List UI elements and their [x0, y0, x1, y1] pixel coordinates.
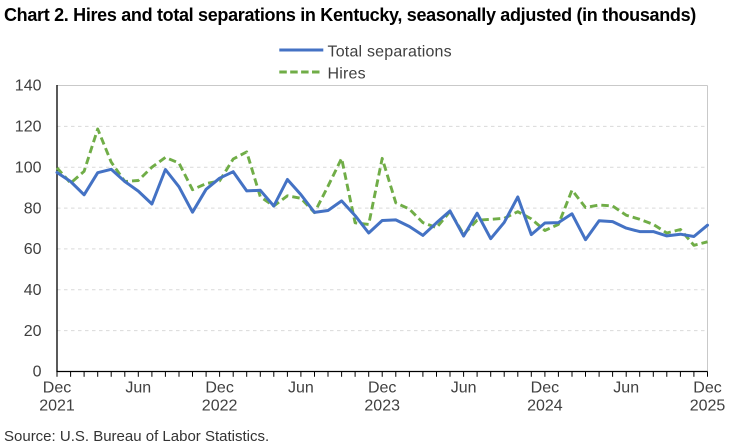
svg-text:2024: 2024 — [527, 398, 563, 415]
svg-text:Dec: Dec — [531, 380, 559, 397]
svg-text:Jun: Jun — [613, 380, 639, 397]
svg-text:Dec: Dec — [693, 380, 721, 397]
svg-text:100: 100 — [15, 159, 42, 176]
svg-text:Hires: Hires — [328, 66, 366, 83]
svg-text:Chart 2. Hires and total separ: Chart 2. Hires and total separations in … — [4, 5, 696, 25]
svg-text:120: 120 — [15, 119, 42, 136]
svg-text:20: 20 — [24, 323, 42, 340]
svg-text:Dec: Dec — [368, 380, 396, 397]
svg-text:Dec: Dec — [205, 380, 233, 397]
svg-text:Jun: Jun — [451, 380, 477, 397]
svg-text:2022: 2022 — [202, 398, 238, 415]
svg-text:Dec: Dec — [43, 380, 71, 397]
svg-text:Total separations: Total separations — [328, 44, 452, 61]
svg-text:2021: 2021 — [39, 398, 75, 415]
svg-text:0: 0 — [33, 364, 42, 381]
svg-text:80: 80 — [24, 200, 42, 217]
svg-text:2025: 2025 — [690, 398, 726, 415]
svg-text:Jun: Jun — [288, 380, 314, 397]
svg-text:Jun: Jun — [125, 380, 151, 397]
svg-text:60: 60 — [24, 241, 42, 258]
svg-text:40: 40 — [24, 282, 42, 299]
svg-text:Source: U.S. Bureau of Labor S: Source: U.S. Bureau of Labor Statistics. — [4, 428, 269, 445]
svg-text:2023: 2023 — [364, 398, 400, 415]
svg-text:140: 140 — [15, 78, 42, 95]
